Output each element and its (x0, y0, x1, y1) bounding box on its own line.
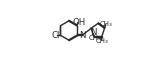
Text: OH: OH (73, 18, 86, 27)
Text: Cl: Cl (51, 31, 60, 40)
Text: CH₃: CH₃ (89, 35, 101, 41)
Text: N: N (90, 28, 96, 37)
Text: CH₃: CH₃ (100, 21, 112, 27)
Text: N: N (79, 31, 86, 40)
Text: CH₃: CH₃ (95, 38, 108, 44)
